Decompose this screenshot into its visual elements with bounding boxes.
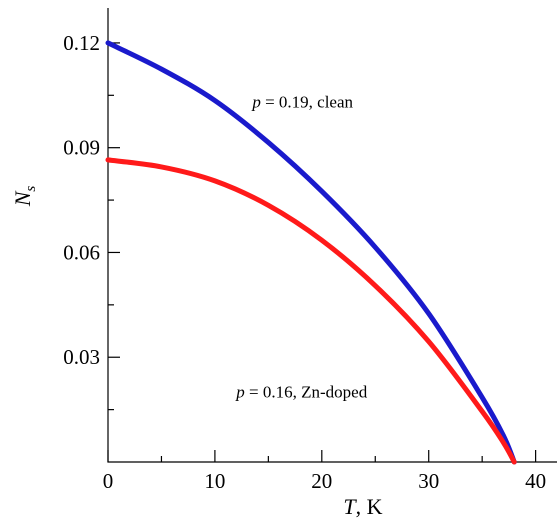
x-tick-label: 40 <box>525 469 546 493</box>
annotation-clean: p = 0.19, clean <box>251 93 353 112</box>
y-axis-label: Ns <box>10 186 39 208</box>
annotation-clean-text: = 0.19, clean <box>261 93 354 112</box>
annotation-zn-doped-var: p <box>235 382 245 401</box>
x-tick-label: 10 <box>204 469 225 493</box>
annotation-zn-doped-text: = 0.16, Zn-doped <box>245 382 368 401</box>
annotation-clean-var: p <box>251 93 260 112</box>
x-tick-label: 0 <box>103 469 114 493</box>
y-tick-label: 0.06 <box>63 240 100 264</box>
series-lines <box>105 40 517 465</box>
series-line-1 <box>105 157 517 465</box>
y-axis-label-var: N <box>10 190 35 207</box>
y-axis-label-sub: s <box>23 186 39 192</box>
y-tick-label: 0.12 <box>63 31 100 55</box>
x-axis-label: T, K <box>343 494 382 519</box>
x-tick-label: 30 <box>418 469 439 493</box>
y-tick-label: 0.03 <box>63 345 100 369</box>
y-tick-label: 0.09 <box>63 136 100 160</box>
annotation-zn-doped: p = 0.16, Zn-doped <box>235 382 367 401</box>
series-line-0 <box>105 40 517 465</box>
x-axis-label-var: T <box>343 494 357 519</box>
x-tick-label: 20 <box>311 469 332 493</box>
x-axis-label-unit: , K <box>356 494 383 519</box>
axes: 0 10 20 30 40 0.03 0.06 0.09 0.12 <box>63 8 557 493</box>
